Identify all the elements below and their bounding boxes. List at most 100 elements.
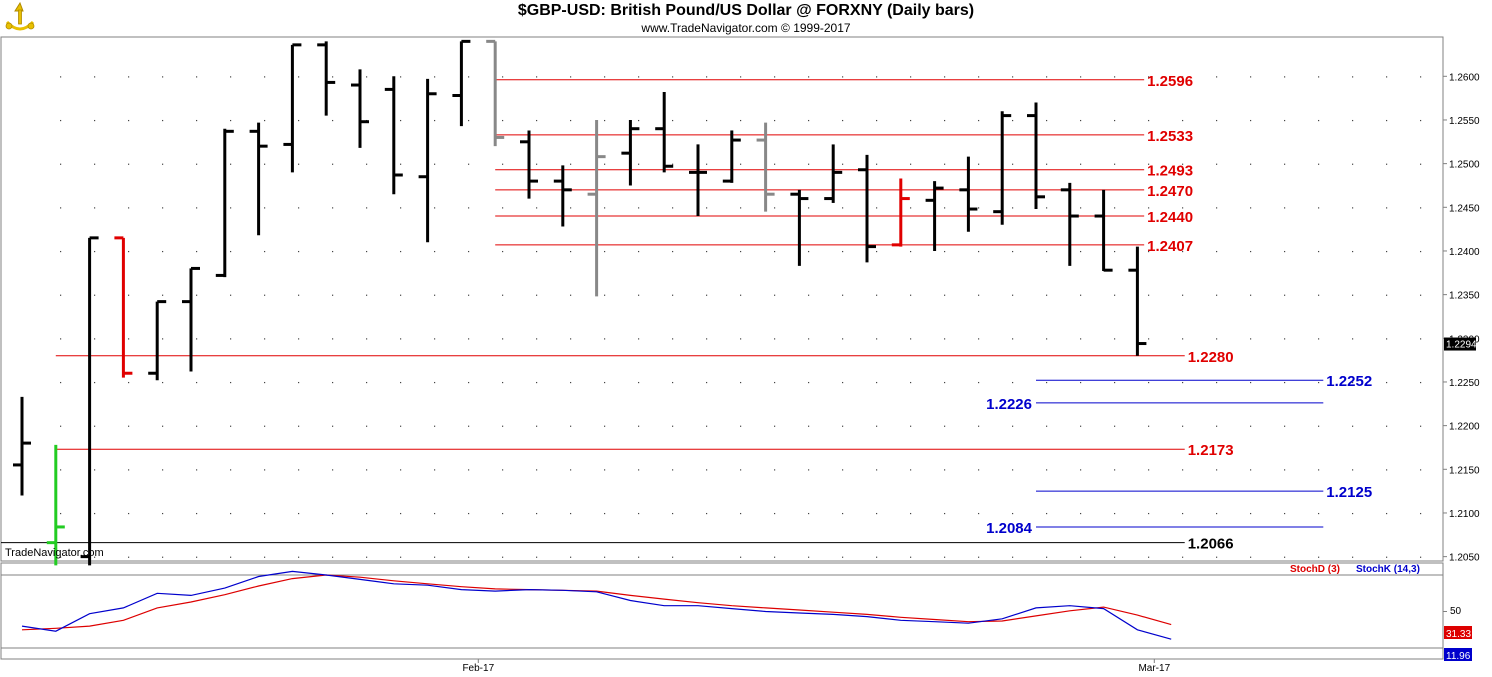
grid-dot — [1250, 469, 1252, 471]
grid-dot — [876, 512, 878, 515]
grid-dot — [128, 76, 130, 78]
grid-dot — [468, 338, 470, 340]
grid-dot — [1080, 556, 1082, 558]
grid-dot — [1080, 76, 1082, 78]
grid-dot — [60, 250, 62, 253]
grid-dot — [1148, 556, 1150, 558]
grid-dot — [1386, 512, 1388, 515]
grid-dot — [706, 512, 708, 515]
grid-dot — [536, 76, 538, 78]
grid-dot — [706, 381, 708, 384]
grid-dot — [1352, 163, 1354, 165]
grid-dot — [1080, 294, 1082, 296]
grid-dot — [672, 381, 674, 384]
grid-dot — [264, 76, 266, 78]
ohlc-bar — [1060, 182, 1079, 266]
grid-dot — [1182, 556, 1184, 558]
grid-dot — [1182, 163, 1184, 165]
grid-dot — [162, 556, 164, 558]
grid-dot — [1012, 338, 1014, 340]
grid-dot — [638, 381, 640, 384]
grid-dot — [1386, 207, 1388, 209]
grid-dot — [876, 119, 878, 122]
grid-dot — [570, 207, 572, 209]
grid-dot — [1284, 425, 1286, 427]
grid-dot — [1216, 512, 1218, 515]
grid-dot — [842, 469, 844, 471]
grid-dot — [1114, 119, 1116, 122]
stochd-value-box — [1444, 626, 1472, 639]
grid-dot — [196, 163, 198, 165]
grid-dot — [94, 381, 96, 384]
stochk-value: 11.96 — [1446, 651, 1471, 662]
grid-dot — [1352, 119, 1354, 122]
grid-dot — [1250, 76, 1252, 78]
grid-dot — [536, 250, 538, 253]
grid-dot — [1250, 425, 1252, 427]
grid-dot — [842, 76, 844, 78]
grid-dot — [1216, 425, 1218, 427]
grid-dot — [536, 469, 538, 471]
ohlc-bar — [553, 165, 572, 227]
grid-dot — [1080, 119, 1082, 122]
grid-dot — [978, 76, 980, 78]
grid-dot — [468, 381, 470, 384]
grid-dot — [1216, 76, 1218, 78]
grid-dot — [944, 556, 946, 558]
grid-dot — [1420, 338, 1422, 340]
grid-dot — [876, 469, 878, 471]
grid-dot — [842, 381, 844, 384]
grid-dot — [434, 163, 436, 165]
last-price-tag: 1.2294 — [1444, 337, 1477, 351]
grid-dot — [298, 556, 300, 558]
grid-dot — [1216, 556, 1218, 558]
grid-dot — [162, 338, 164, 340]
grid-dot — [1284, 469, 1286, 471]
grid-dot — [944, 119, 946, 122]
grid-dot — [774, 207, 776, 209]
grid-dot — [1420, 469, 1422, 471]
grid-dot — [774, 338, 776, 340]
grid-dot — [298, 381, 300, 384]
ohlc-bar — [925, 181, 944, 251]
ohlc-bar — [182, 266, 200, 372]
grid-dot — [910, 469, 912, 471]
grid-dot — [570, 381, 572, 384]
tradenavigator-logo-icon — [3, 1, 37, 34]
grid-dot — [502, 425, 504, 427]
ohlc-bar — [520, 130, 538, 199]
grid-dot — [740, 338, 742, 340]
grid-dot — [1182, 294, 1184, 296]
price-panel-border — [0, 36, 1444, 562]
grid-dot — [332, 76, 334, 78]
stochd-value: 31.33 — [1446, 629, 1471, 640]
grid-dot — [366, 425, 368, 427]
grid-dot — [60, 76, 62, 78]
grid-dot — [230, 381, 232, 384]
grid-dot — [1182, 512, 1184, 515]
grid-dot — [1114, 338, 1116, 340]
grid-dot — [434, 250, 436, 253]
grid-dot — [60, 163, 62, 165]
grid-dot — [1114, 163, 1116, 165]
grid-dot — [706, 119, 708, 122]
watermark: TradeNavigator.com — [5, 547, 104, 559]
grid-dot — [910, 119, 912, 122]
grid-dot — [94, 469, 96, 471]
ohlc-bar — [621, 119, 640, 186]
price-level-label: 1.2084 — [986, 520, 1033, 537]
grid-dot — [740, 381, 742, 384]
grid-dot — [978, 338, 980, 340]
grid-dot — [944, 512, 946, 515]
grid-dot — [672, 250, 674, 253]
grid-dot — [1284, 207, 1286, 209]
ohlc-bar — [486, 39, 505, 147]
grid-dot — [536, 512, 538, 515]
grid-dot — [808, 425, 810, 427]
grid-dot — [536, 425, 538, 427]
grid-dot — [978, 250, 980, 253]
grid-dot — [910, 381, 912, 384]
grid-dot — [468, 119, 470, 122]
ohlc-bar — [655, 92, 674, 173]
grid-dot — [162, 119, 164, 122]
